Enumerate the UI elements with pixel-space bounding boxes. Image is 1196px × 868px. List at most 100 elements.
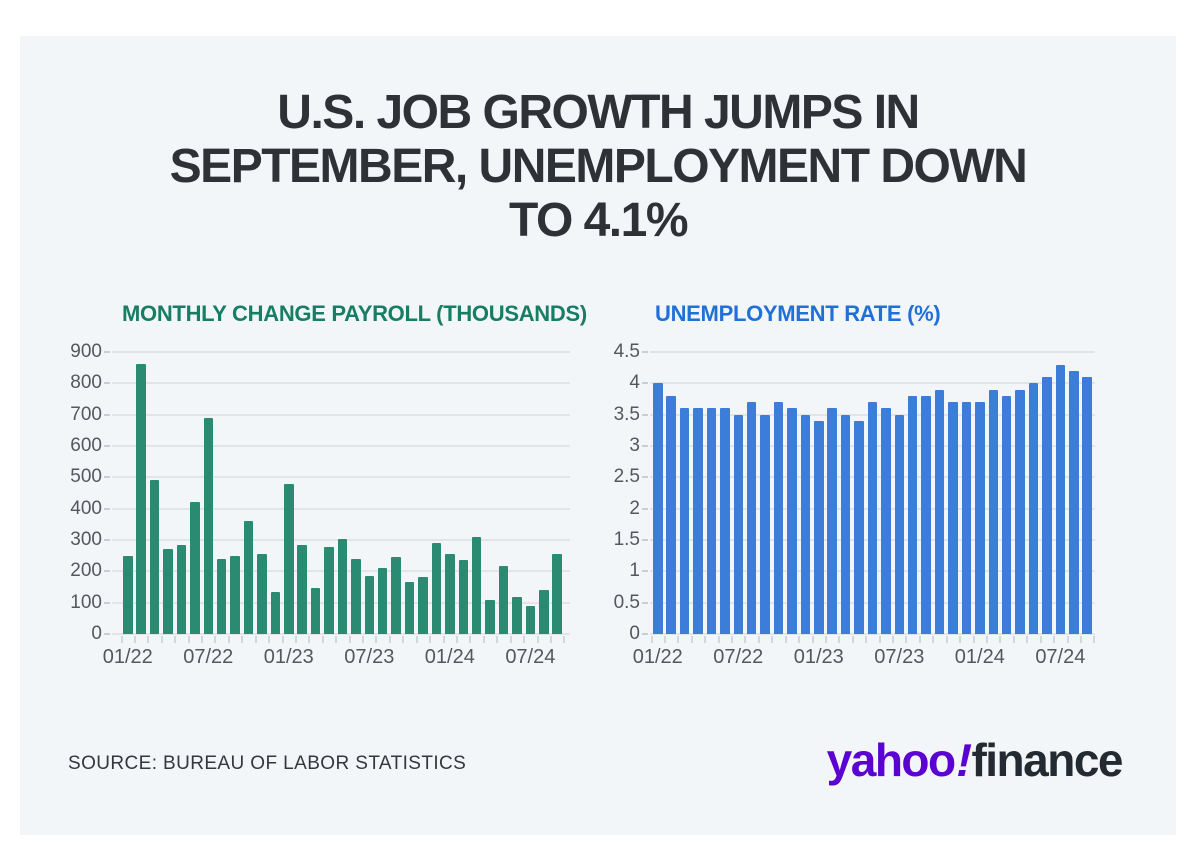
bar-05/24 [1028, 383, 1039, 634]
y-axis-tick [642, 445, 648, 447]
bar-02/24 [988, 389, 998, 634]
x-axis-label: 07/24 [505, 646, 556, 668]
bar-10/22 [243, 521, 254, 634]
bar-05/23 [867, 402, 878, 634]
x-axis-label: 07/23 [344, 646, 395, 668]
x-axis-tick [294, 636, 297, 643]
bar-10/23 [934, 389, 945, 634]
logo-finance-text: finance [971, 734, 1123, 786]
x-axis-tick [824, 636, 827, 643]
y-axis-label: 700 [70, 403, 102, 425]
x-axis-tick [429, 636, 432, 643]
x-axis-tick [201, 636, 204, 643]
x-axis-tick [918, 636, 921, 643]
x-axis-tick [375, 636, 378, 643]
y-axis-tick [104, 476, 110, 479]
y-axis-tick [642, 413, 648, 416]
x-axis-tick [878, 636, 881, 643]
x-axis-tick [321, 636, 324, 643]
bar-05/22 [706, 408, 717, 634]
x-axis-tick [945, 636, 948, 643]
bar-07/23 [364, 576, 375, 634]
y-axis-tick [104, 445, 110, 447]
x-axis-label: 01/23 [263, 646, 314, 668]
y-axis-label: 0 [629, 623, 640, 644]
x-axis-tick [482, 636, 485, 643]
y-axis-label: 600 [70, 435, 102, 456]
y-axis-tick [104, 507, 110, 510]
yahoo-finance-logo: yahoo!finance [827, 733, 1124, 787]
x-axis-tick [811, 636, 814, 643]
bar-02/23 [827, 408, 837, 634]
gridline [112, 507, 570, 510]
y-axis-label: 800 [70, 372, 102, 394]
x-axis-tick [388, 636, 391, 643]
x-axis-tick [771, 636, 774, 643]
bar-01/23 [284, 483, 294, 634]
bar-07/22 [203, 417, 214, 634]
x-axis-tick [160, 636, 163, 643]
bar-06/23 [881, 408, 891, 634]
x-axis-tick [838, 636, 841, 643]
x-axis-tick [892, 636, 895, 643]
bar-02/24 [458, 560, 468, 634]
gridline [112, 445, 570, 447]
bar-02/22 [136, 363, 146, 634]
x-axis-tick [959, 636, 962, 643]
x-axis-tick [442, 636, 445, 643]
x-axis-tick [348, 636, 351, 643]
x-axis-tick [972, 636, 975, 643]
bar-10/22 [773, 402, 784, 634]
y-axis-tick [104, 413, 110, 416]
x-axis-tick [549, 636, 552, 643]
y-axis-tick [642, 601, 648, 604]
bar-09/22 [230, 555, 240, 634]
headline: U.S. JOB GROWTH JUMPS IN SEPTEMBER, UNEM… [169, 86, 1028, 247]
x-axis-tick [227, 636, 230, 643]
x-axis-tick [986, 636, 988, 643]
bar-04/24 [1015, 389, 1025, 634]
bar-09/23 [391, 556, 401, 634]
y-axis-tick [104, 382, 110, 385]
x-axis-label: 07/24 [1035, 646, 1086, 668]
x-axis-tick [784, 636, 787, 643]
x-axis-tick [536, 636, 539, 643]
x-axis-label: 07/22 [183, 646, 234, 668]
x-axis-tick [133, 636, 136, 643]
x-axis-tick [268, 636, 271, 643]
y-axis-label: 4.5 [613, 341, 640, 362]
y-axis-tick [642, 633, 648, 635]
x-axis-tick [308, 636, 311, 643]
gridline [112, 476, 570, 479]
x-axis-label: 01/24 [954, 646, 1005, 668]
gridline [650, 351, 1095, 353]
y-axis-label: 3.5 [613, 403, 640, 425]
y-axis-label: 400 [70, 497, 102, 519]
bar-01/24 [445, 553, 455, 634]
bar-08/22 [746, 402, 757, 634]
bar-04/23 [854, 420, 864, 634]
gridline [112, 413, 570, 416]
payroll-chart-title: MONTHLY CHANGE PAYROLL (THOUSANDS) [122, 301, 587, 326]
x-axis-tick [174, 636, 177, 643]
bar-07/22 [733, 414, 744, 634]
x-axis-tick [147, 636, 150, 643]
y-axis-tick [642, 570, 648, 573]
bar-08/24 [539, 589, 549, 634]
bar-10/23 [404, 582, 415, 634]
bar-01/23 [814, 420, 824, 634]
bar-07/24 [525, 606, 536, 634]
bar-04/24 [485, 600, 495, 634]
x-axis-tick [362, 636, 365, 643]
x-axis-label: 01/23 [793, 646, 844, 668]
bar-05/22 [176, 544, 187, 634]
bar-11/23 [418, 576, 428, 634]
y-axis-tick [104, 570, 110, 573]
gridline [112, 351, 570, 353]
y-axis-tick [642, 539, 648, 541]
x-axis-tick [281, 636, 284, 643]
bar-01/24 [975, 402, 985, 634]
gridline [650, 382, 1095, 385]
y-axis-tick [642, 476, 648, 479]
x-axis-tick [523, 636, 526, 643]
